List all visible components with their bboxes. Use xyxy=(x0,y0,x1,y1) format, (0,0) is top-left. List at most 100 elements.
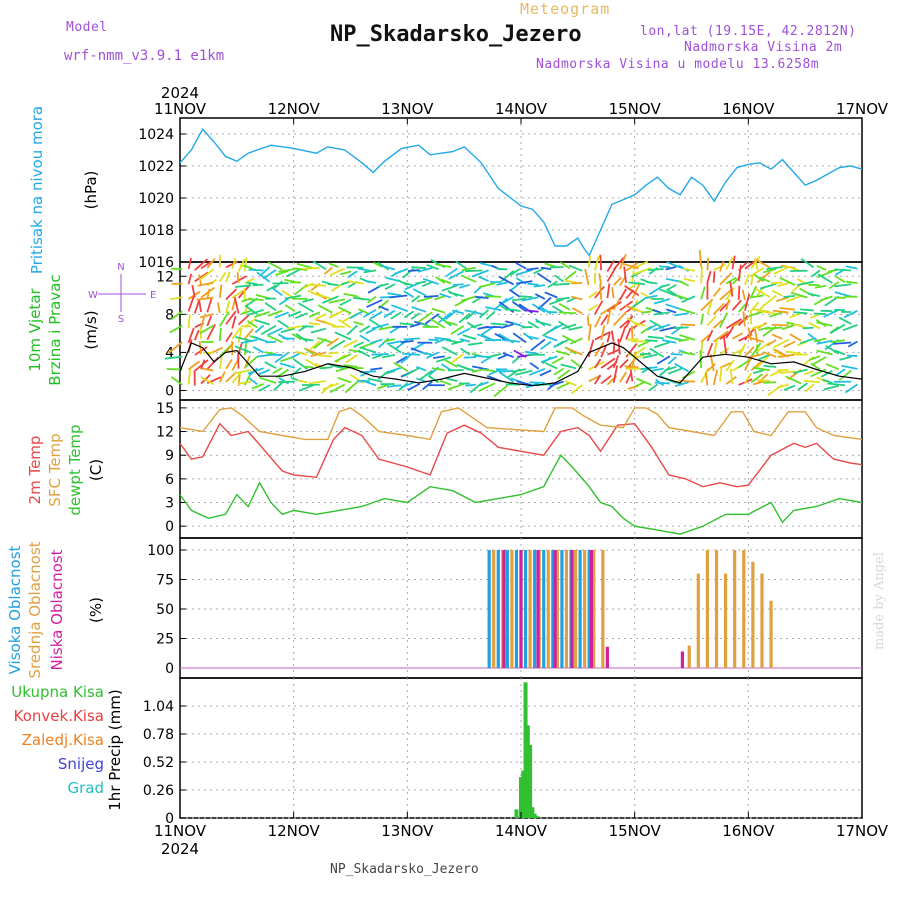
wind-barb xyxy=(653,311,671,316)
wind-barb xyxy=(779,307,796,311)
pressure-ytick-label: 1016 xyxy=(138,255,174,271)
wind-barb xyxy=(640,366,658,370)
wind-barb xyxy=(482,368,495,373)
wind-barb xyxy=(843,309,858,319)
mid-cloud-bar xyxy=(724,573,728,668)
wind-barb xyxy=(464,309,483,316)
wind-barb xyxy=(278,380,295,384)
wind-barb xyxy=(470,323,483,329)
wind-barb xyxy=(568,264,583,272)
wind-barb xyxy=(678,338,689,343)
wind-barb xyxy=(236,272,240,283)
wind-barb xyxy=(753,274,765,283)
wind-barb xyxy=(700,286,706,300)
wind-barb xyxy=(793,311,808,315)
wind-barb xyxy=(564,270,577,281)
wind-barb xyxy=(599,283,603,300)
wind-barb xyxy=(258,384,271,392)
temp2m-line xyxy=(179,422,863,488)
wind-barb xyxy=(194,258,208,271)
wind-barb xyxy=(754,257,759,270)
wind-barb xyxy=(706,329,714,342)
wind-barb xyxy=(752,369,764,374)
wind-barb xyxy=(367,377,383,383)
wind-barb xyxy=(471,368,483,373)
wind-barb xyxy=(741,289,746,301)
temp2m-axis-title: 2m Temp xyxy=(26,436,44,505)
wind-barb xyxy=(834,268,852,272)
wind-barb xyxy=(346,324,358,336)
precip-bar xyxy=(534,815,539,818)
wind-barb xyxy=(621,262,639,270)
wind-barb xyxy=(540,355,558,363)
precip-bar xyxy=(528,744,533,818)
wind-barb xyxy=(353,321,364,326)
wind-barb xyxy=(417,311,433,323)
wind-barb xyxy=(744,259,757,270)
wind-barb xyxy=(797,280,814,286)
low-cloud-bar xyxy=(536,550,540,668)
wind-barb xyxy=(310,351,327,357)
wind-barb xyxy=(258,368,271,376)
wind-barb xyxy=(500,323,514,329)
wind-barb xyxy=(452,283,464,286)
wind-barb xyxy=(460,274,477,283)
wind-barb xyxy=(378,325,395,331)
precip-ytick-label: 1.04 xyxy=(143,699,174,715)
wind-barb xyxy=(599,254,603,271)
wind-barb xyxy=(170,376,183,386)
wind-barb xyxy=(625,327,632,340)
mid-cloud-bar xyxy=(733,550,737,668)
wind-barb xyxy=(781,323,796,331)
wind-barb xyxy=(521,296,539,302)
temperature-ytick-label: 0 xyxy=(165,519,174,535)
wind-barb xyxy=(353,341,364,348)
wind-barb xyxy=(594,315,602,328)
wind-barb xyxy=(630,325,634,339)
wind-barb xyxy=(625,372,633,384)
wind-barb xyxy=(194,359,209,372)
wind-ytick-label: 0 xyxy=(165,383,174,399)
wind-barb xyxy=(219,311,230,327)
wind-barb xyxy=(674,362,690,373)
wind-barb xyxy=(528,367,546,376)
pressure-ytick-label: 1020 xyxy=(138,191,174,207)
low-cloud-bar xyxy=(519,550,523,668)
wind-barb xyxy=(366,299,383,308)
wind-barb xyxy=(420,351,433,356)
wind-barb xyxy=(377,282,389,288)
wind-barb xyxy=(800,258,815,269)
wind-barb xyxy=(219,272,227,283)
precip-legend-3: Snijeg xyxy=(58,755,104,773)
clouds-ytick-label: 0 xyxy=(165,661,174,677)
wind-barb xyxy=(337,377,352,384)
wind-barb xyxy=(422,277,439,285)
wind-barb xyxy=(323,266,333,275)
wind-barb xyxy=(540,266,552,271)
wind-barb xyxy=(600,314,609,326)
wind-barb xyxy=(199,313,214,319)
wind-barb xyxy=(328,262,339,269)
wind-barb xyxy=(678,307,696,315)
wind-barb xyxy=(266,284,277,292)
wind-barb xyxy=(640,310,652,314)
wind-barb xyxy=(262,269,277,280)
wind-barb xyxy=(340,270,352,276)
wind-barb xyxy=(526,335,539,340)
wind-barb xyxy=(756,379,771,382)
wind-barb xyxy=(664,365,677,372)
wind-barb xyxy=(240,310,252,315)
wind-barb xyxy=(467,341,483,346)
mid-cloud-bar xyxy=(564,550,569,668)
mid-cloud-bar xyxy=(573,550,578,668)
wind-barb xyxy=(834,368,846,377)
wind-barb xyxy=(712,339,718,358)
wind-barb xyxy=(737,343,747,358)
wind-barb xyxy=(231,275,247,285)
wind-barb xyxy=(509,268,521,276)
wind-barb xyxy=(347,270,358,279)
wind-barb xyxy=(750,273,754,286)
wind-barb xyxy=(729,368,734,384)
wind-barb xyxy=(519,295,533,299)
wind-barb xyxy=(187,296,195,312)
